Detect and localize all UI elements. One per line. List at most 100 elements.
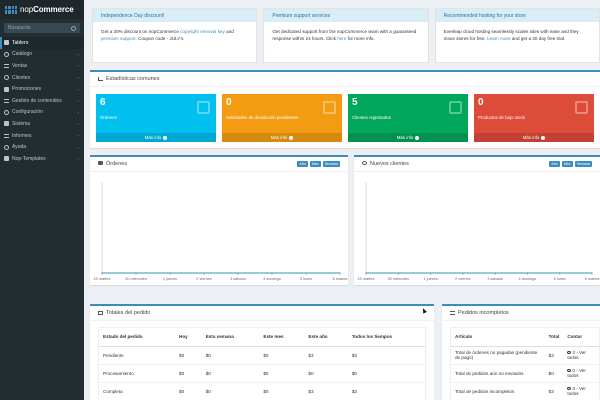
arrow-circle-right-icon bbox=[415, 135, 420, 140]
sidebar-search[interactable]: Búsqueda bbox=[4, 23, 80, 33]
cubes-icon bbox=[4, 98, 9, 103]
sidebar-item-8[interactable]: Informes ‹ bbox=[0, 130, 84, 142]
eye-icon bbox=[567, 369, 572, 373]
table-cell: $0 bbox=[175, 382, 202, 400]
chevron-left-icon: ‹ bbox=[77, 98, 79, 104]
sidebar-item-label: Nop-Templates bbox=[12, 155, 46, 162]
promo-body: Everleap cloud hosting seamlessly scales… bbox=[443, 29, 579, 41]
promo-card-hosting: Recommended hosting for your store Everl… bbox=[434, 8, 600, 63]
orders-period-month[interactable]: Mes bbox=[309, 161, 321, 167]
column-header: Esta semana bbox=[201, 328, 260, 347]
sidebar-item-9[interactable]: Ayuda ‹ bbox=[0, 141, 84, 153]
common-stats-header[interactable]: Estadísticas comunes bbox=[90, 72, 600, 87]
more-info-link[interactable]: Más info bbox=[96, 133, 216, 142]
promo-link-copyright[interactable]: copyright removal key bbox=[180, 29, 225, 34]
x-tick-label: 30 miércoles bbox=[388, 277, 410, 281]
customers-period-week[interactable]: Semana bbox=[574, 161, 592, 167]
data-point bbox=[462, 272, 464, 274]
stat-tiles: 6 Órdenes Más info 0 Solicitudes de devoluci… bbox=[90, 87, 600, 142]
promo-body: Get a 30% discount on nopCommerce copyri… bbox=[101, 29, 234, 41]
sidebar-item-label: Ventas bbox=[12, 62, 28, 69]
sidebar-search-input[interactable]: Búsqueda bbox=[8, 25, 31, 31]
sidebar-item-6[interactable]: Configuración ‹ bbox=[0, 107, 84, 119]
table-header-row: Artículo Total Contar bbox=[451, 328, 599, 347]
search-icon[interactable] bbox=[71, 25, 76, 31]
user-icon bbox=[4, 75, 9, 81]
data-point bbox=[397, 272, 399, 274]
stat-value: 6 bbox=[100, 97, 106, 108]
table-cell: $3 bbox=[304, 382, 348, 400]
table-cell: $3 bbox=[347, 346, 425, 365]
data-point bbox=[559, 272, 561, 274]
table-cell: $0 bbox=[347, 364, 425, 383]
customers-period-month[interactable]: Mes bbox=[561, 161, 573, 167]
brand-logo[interactable]: nopCommerce bbox=[0, 0, 84, 19]
chevron-left-icon: ‹ bbox=[77, 86, 79, 92]
data-point bbox=[271, 272, 273, 274]
view-all-link[interactable]: 0 - Ver todos bbox=[563, 364, 599, 383]
table-row: Total de órdenes no pagadas (pendiente d… bbox=[451, 346, 599, 365]
sidebar-item-label: Informes bbox=[12, 132, 32, 139]
sidebar-item-2[interactable]: Ventas ‹ bbox=[0, 60, 84, 72]
table-cell: $0 bbox=[304, 364, 348, 383]
order-totals-title: Totales del pedido bbox=[106, 310, 151, 316]
customers-period-year[interactable]: Año bbox=[549, 161, 560, 167]
view-all-link[interactable]: 3 - Ver todos bbox=[563, 382, 599, 400]
bar-chart-icon bbox=[98, 77, 103, 81]
more-info-link[interactable]: Más info bbox=[222, 133, 342, 142]
sidebar-item-label: Tablero bbox=[12, 39, 29, 46]
sidebar-item-label: Promociones bbox=[12, 86, 42, 93]
stat-tile-2: 5 Clientes registrados Más info bbox=[348, 94, 468, 142]
sidebar-item-0[interactable]: Tablero bbox=[0, 37, 84, 49]
table-cell: Total de pedidos aún no enviados bbox=[451, 364, 545, 383]
orders-period-week[interactable]: Semana bbox=[322, 161, 340, 167]
x-tick-label: 2 viernes bbox=[455, 277, 471, 281]
table-cell: Procesamiento bbox=[99, 364, 176, 383]
more-info-link[interactable]: Más info bbox=[474, 133, 594, 142]
logo-grid-icon bbox=[5, 5, 17, 14]
x-tick-label: 30 miércoles bbox=[125, 277, 147, 281]
data-point bbox=[101, 272, 103, 274]
book-icon bbox=[4, 51, 9, 57]
customers-period-pills: Año Mes Semana bbox=[549, 161, 592, 167]
view-all-link[interactable]: 3 - Ver todos bbox=[563, 346, 599, 365]
sidebar-item-label: Sistema bbox=[12, 120, 31, 127]
stat-tile-1: 0 Solicitudes de devolución pendientes Más… bbox=[222, 94, 342, 142]
orders-chart-svg: 29 martes 30 miércoles 1 jueves 2 viernes 3 … bbox=[94, 182, 347, 281]
cube-icon bbox=[4, 121, 9, 127]
main-content: Independence Day discount! Get a 30% dis… bbox=[84, 0, 600, 400]
incomplete-orders-header[interactable]: Pedidos incompletos bbox=[442, 306, 600, 321]
arrow-circle-right-icon bbox=[541, 135, 546, 140]
order-totals-header[interactable]: Totales del pedido bbox=[90, 306, 434, 321]
cart-icon bbox=[98, 161, 103, 165]
more-info-link[interactable]: Más info bbox=[348, 133, 468, 142]
sidebar-item-label: Catálogo bbox=[12, 51, 33, 58]
sidebar-item-1[interactable]: Catálogo ‹ bbox=[0, 49, 84, 61]
table-cell: $0 bbox=[259, 382, 305, 400]
money-icon bbox=[98, 311, 103, 315]
x-tick-label: 4 domingo bbox=[263, 277, 281, 281]
data-point bbox=[135, 272, 137, 274]
table-cell: $0 bbox=[259, 346, 305, 365]
refresh-icon bbox=[323, 101, 336, 114]
sidebar-item-3[interactable]: Clientes ‹ bbox=[0, 72, 84, 84]
common-stats-panel: Estadísticas comunes 6 Órdenes Más info 0 So… bbox=[90, 70, 600, 148]
orders-chart-title: Órdenes bbox=[106, 161, 128, 167]
orders-period-year[interactable]: Año bbox=[297, 161, 308, 167]
cart-icon bbox=[4, 63, 9, 68]
promo-link-premium[interactable]: premium support bbox=[101, 36, 136, 41]
sidebar-item-10[interactable]: Nop-Templates ‹ bbox=[0, 153, 84, 165]
order-totals-table: Estado del pedido Hoy Esta semana Este mes E… bbox=[99, 328, 425, 400]
brand-name: nopCommerce bbox=[20, 5, 74, 14]
promo-link-learn-more[interactable]: Learn more bbox=[487, 36, 511, 41]
promo-link-here[interactable]: here bbox=[337, 36, 347, 41]
x-tick-label: 29 martes bbox=[358, 277, 375, 281]
x-tick-label: 5 lunes bbox=[300, 277, 312, 281]
sidebar-item-7[interactable]: Sistema ‹ bbox=[0, 118, 84, 130]
customers-chart-panel: Nuevos clientes Año Mes Semana 29 martes… bbox=[354, 155, 600, 285]
data-point bbox=[237, 272, 239, 274]
x-tick-label: 1 jueves bbox=[423, 277, 437, 281]
sidebar-item-5[interactable]: Gestión de contenidos ‹ bbox=[0, 95, 84, 107]
incomplete-orders-table: Artículo Total Contar Total de órdenes no … bbox=[451, 328, 599, 400]
sidebar-item-4[interactable]: Promociones ‹ bbox=[0, 83, 84, 95]
